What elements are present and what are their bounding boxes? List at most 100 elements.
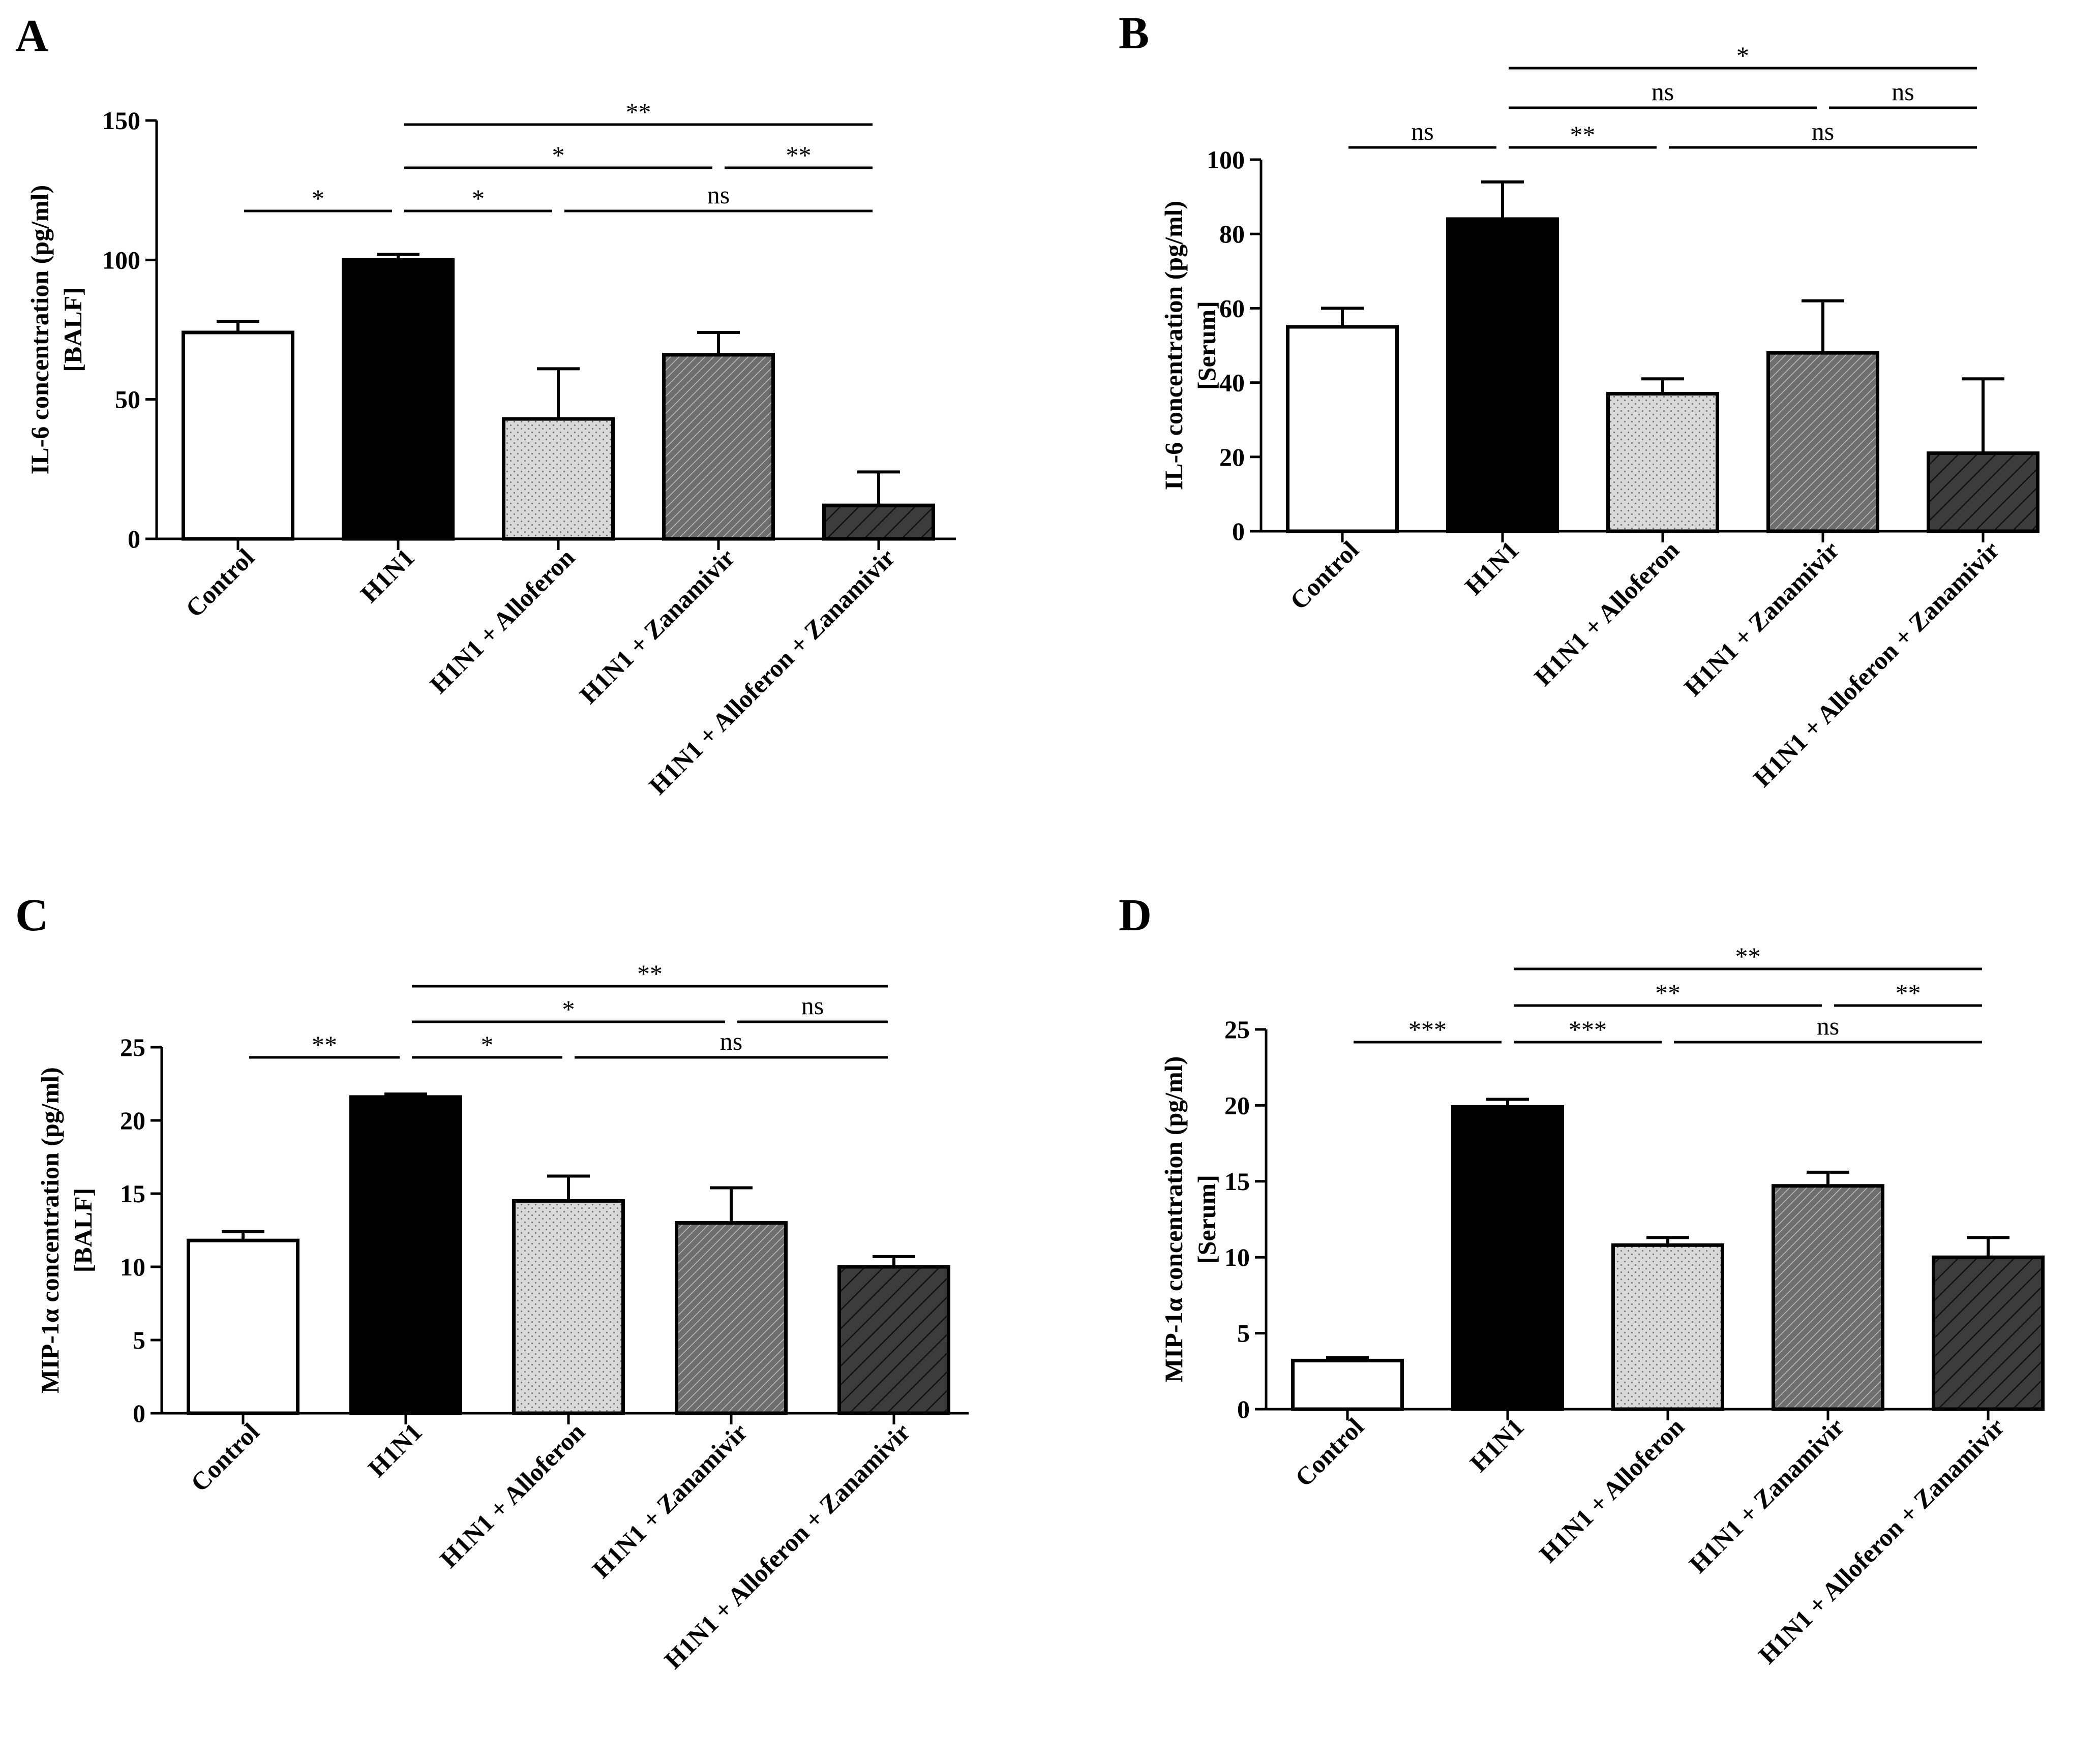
bar-4 xyxy=(662,353,775,541)
y-tick-label: 0 xyxy=(1232,517,1245,545)
x-tick-label: H1N1 + Alloferon xyxy=(424,543,580,699)
y-tick-label: 0 xyxy=(133,1399,145,1427)
y-axis-label: MIP-1α concentration (pg/ml) [BALF] xyxy=(36,1067,97,1393)
x-tick-label: H1N1 + Alloferon xyxy=(1528,535,1685,691)
x-tick-label: H1N1 xyxy=(363,1417,428,1482)
y-tick-label: 25 xyxy=(120,1033,145,1061)
x-tick-label: H1N1 xyxy=(1464,1412,1529,1477)
panel-letter: C xyxy=(15,890,48,940)
significance-label: ns xyxy=(1817,1012,1839,1040)
significance-label: ** xyxy=(1570,120,1596,149)
y-tick-label: 5 xyxy=(133,1326,145,1354)
significance-label: *** xyxy=(1408,1015,1447,1044)
significance-label: ns xyxy=(801,991,824,1020)
significance-label: ** xyxy=(637,959,663,988)
significance-label: ns xyxy=(1892,77,1914,106)
bar-1 xyxy=(1291,1358,1404,1411)
y-axis-label-line1: MIP-1α concentration (pg/ml) xyxy=(36,1067,64,1393)
significance-label: ns xyxy=(1652,77,1674,106)
significance-label: * xyxy=(562,995,575,1023)
bar-4 xyxy=(675,1221,788,1415)
x-tick-label: H1N1 + Alloferon xyxy=(434,1417,590,1573)
panel-letter: B xyxy=(1119,8,1149,58)
bar-1 xyxy=(1286,325,1399,533)
y-axis-label-line2: [BALF] xyxy=(58,287,87,372)
x-tick-label: Control xyxy=(185,1417,265,1497)
x-tick-label: H1N1 + Alloferon xyxy=(1534,1412,1690,1568)
panel-b: B 0 20 40 60 80 100 IL-6 concentration (pg/ml)[… xyxy=(1119,8,2039,793)
bar-2 xyxy=(349,1095,462,1415)
panel-letter: A xyxy=(15,11,48,61)
significance-label: ns xyxy=(720,1027,742,1055)
bar-5 xyxy=(1927,451,2039,533)
y-tick-label: 40 xyxy=(1219,369,1245,397)
y-tick-label: 15 xyxy=(1224,1167,1250,1196)
significance-label: ** xyxy=(1896,979,1921,1007)
bar-3 xyxy=(1606,392,1719,533)
bar-2 xyxy=(1446,217,1559,533)
y-axis-label-line2: [BALF] xyxy=(69,1188,97,1273)
x-tick-label: H1N1 + Zanamivir xyxy=(1678,535,1845,702)
y-tick-label: 20 xyxy=(1224,1091,1250,1119)
bar-2 xyxy=(1451,1105,1564,1411)
x-tick-label: Control xyxy=(180,543,260,623)
y-tick-label: 100 xyxy=(1207,145,1245,174)
bar-2 xyxy=(342,258,455,541)
y-axis-label-line2: [Serum] xyxy=(1192,301,1221,390)
y-tick-label: 60 xyxy=(1219,294,1245,322)
bar-5 xyxy=(837,1265,950,1415)
bar-3 xyxy=(1611,1243,1724,1411)
bar-5 xyxy=(1932,1255,2045,1411)
x-tick-label: Control xyxy=(1289,1412,1369,1492)
significance-label: ** xyxy=(1655,979,1681,1007)
x-tick-label: H1N1 + Zanamivir xyxy=(574,543,740,709)
significance-label: * xyxy=(552,141,565,169)
y-axis-label: MIP-1α concentration (pg/ml) [Serum] xyxy=(1159,1056,1221,1383)
y-tick-label: 25 xyxy=(1224,1015,1250,1044)
y-axis-label: IL-6 concentration (pg/ml) [BALF] xyxy=(25,185,87,474)
y-tick-label: 20 xyxy=(1219,443,1245,471)
bar-1 xyxy=(182,330,294,541)
x-tick-label: H1N1 xyxy=(355,543,420,608)
panel-letter: D xyxy=(1119,890,1152,940)
y-axis-label-line1: MIP-1α concentration (pg/ml) xyxy=(1159,1056,1188,1383)
bar-3 xyxy=(502,417,615,541)
significance-label: ns xyxy=(1812,117,1834,145)
significance-label: ** xyxy=(1735,942,1761,970)
significance-label: ns xyxy=(707,180,730,209)
bar-4 xyxy=(1772,1184,1884,1411)
y-axis-label-line1: IL-6 concentration (pg/ml) xyxy=(1159,201,1188,490)
y-tick-label: 20 xyxy=(120,1106,145,1135)
significance-label: *** xyxy=(1569,1015,1607,1044)
significance-label: * xyxy=(481,1030,494,1059)
significance-label: ** xyxy=(626,98,651,126)
y-tick-label: 0 xyxy=(128,525,140,553)
significance-label: ns xyxy=(1411,117,1433,145)
y-axis-label-line1: IL-6 concentration (pg/ml) xyxy=(25,185,54,474)
x-tick-label: H1N1 + Zanamivir xyxy=(1684,1412,1850,1578)
bar-3 xyxy=(512,1199,625,1415)
y-tick-label: 15 xyxy=(120,1179,145,1208)
x-tick-label: Control xyxy=(1284,535,1364,615)
panel-a: A 0 50 100 150 IL-6 concentration (pg/ml) [BAL… xyxy=(15,11,956,800)
y-tick-label: 80 xyxy=(1219,220,1245,248)
y-tick-label: 5 xyxy=(1237,1319,1250,1348)
panel-c: C 0 5 10 15 20 25 MIP-1α concentration (pg/ml)[… xyxy=(15,890,969,1675)
y-axis-label-line2: [Serum] xyxy=(1192,1175,1221,1264)
y-tick-label: 10 xyxy=(1224,1243,1250,1271)
significance-label: ** xyxy=(786,141,812,169)
significance-label: * xyxy=(312,184,324,212)
bar-1 xyxy=(187,1238,299,1415)
y-tick-label: 150 xyxy=(102,106,140,135)
bar-4 xyxy=(1766,351,1879,533)
significance-label: ** xyxy=(312,1030,337,1059)
y-tick-label: 10 xyxy=(120,1253,145,1281)
significance-label: * xyxy=(1736,41,1749,70)
y-tick-label: 50 xyxy=(115,385,140,414)
y-tick-label: 100 xyxy=(102,246,140,274)
x-tick-label: H1N1 + Zanamivir xyxy=(587,1417,753,1584)
bar-5 xyxy=(822,503,935,541)
y-tick-label: 0 xyxy=(1237,1395,1250,1423)
